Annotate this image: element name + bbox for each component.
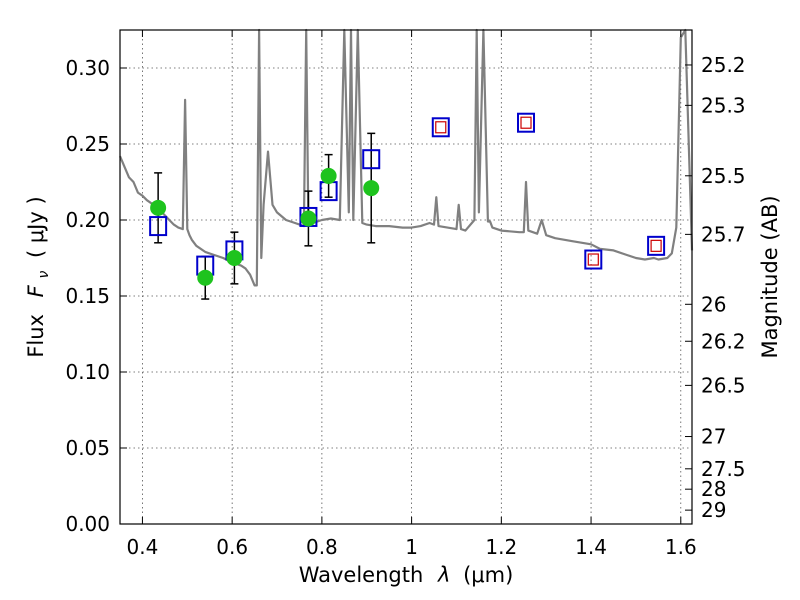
model-photometry-box [517,112,536,133]
observed-points-layer [150,167,380,286]
mag-tick-label: 27.5 [701,457,746,481]
mag-tick-label: 29 [701,498,726,522]
mag-tick-label: 28 [701,477,726,501]
observed-point [300,210,317,227]
axis-ticks [120,30,692,525]
mag-tick-label: 25.3 [701,93,746,117]
x-tick-label: 0.6 [216,535,248,559]
observed-point [150,199,167,216]
model-photometry-layer [149,112,666,276]
x-axis-label-unit: (μm) [463,563,513,587]
model-spectrum-layer [118,28,694,287]
mag-tick-label: 26.5 [701,373,746,397]
mag-tick-label: 25.2 [701,53,746,77]
y-tick-label: 0.10 [65,360,110,384]
y-tick-label: 0.20 [65,208,110,232]
plot-frame [119,29,693,525]
x-tick-label: 0.4 [127,535,159,559]
y2-axis-label: Magnitude (AB) [758,195,782,358]
mag-tick-label: 26 [701,292,726,316]
model-photometry-inner-box [587,253,599,266]
y-tick-label: 0.25 [65,132,110,156]
mag-tick-label: 27 [701,425,726,449]
observed-point [320,167,337,184]
x-tick-label: 1.2 [485,535,517,559]
mag-tick-label: 25.5 [701,164,746,188]
x-tick-label: 1 [405,535,418,559]
y-tick-label: 0.00 [65,512,110,536]
y-axis-label-subscript: ν [36,271,52,279]
model-photometry-box [584,249,603,270]
y-tick-label: 0.30 [65,56,110,80]
x-tick-label: 1.6 [665,535,697,559]
x-axis-label-text: Wavelength [299,563,424,587]
y-axis-label-symbol: F [24,284,48,297]
y-tick-label: 0.05 [65,436,110,460]
y-axis-label-prefix: Flux [24,314,48,358]
model-photometry-inner-box [435,121,447,134]
observed-point [197,269,214,286]
model-photometry-inner-box [650,239,662,252]
observed-point [226,250,243,266]
model-photometry-box [149,216,168,237]
x-tick-label: 1.4 [575,535,607,559]
y-axis-label: Flux F ν ( μJy ) [24,196,53,357]
model-photometry-inner-box [520,116,532,129]
x-tick-label: 0.8 [306,535,338,559]
x-axis-label-symbol: λ [437,563,450,587]
y-axis-label-unit: ( μJy ) [24,196,48,258]
model-photometry-box [362,149,381,170]
model-spectrum-line [118,28,694,287]
x-axis-label: Wavelength λ (μm) [299,563,514,587]
tick-labels: 0.4 0.6 0.8 1 1.2 1.4 1.6 0.00 0.05 0.10 0.15 0.20 0… [65,53,745,559]
observed-point [363,180,380,197]
y-tick-label: 0.15 [65,284,110,308]
mag-tick-label: 25.7 [701,222,746,246]
mag-tick-label: 26.2 [701,329,746,353]
model-photometry-box [647,235,666,256]
model-photometry-box [431,117,450,138]
